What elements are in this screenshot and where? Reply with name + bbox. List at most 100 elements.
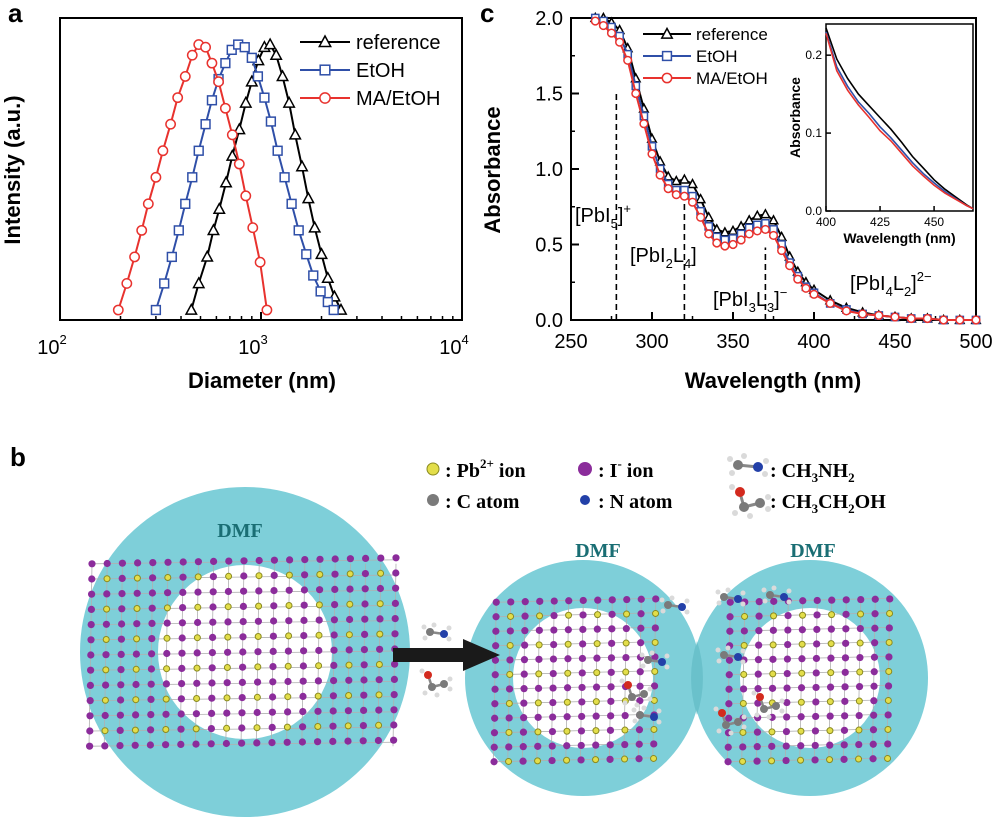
data-point (712, 238, 722, 248)
iodide-ion (563, 684, 572, 692)
dmf-label-middle: DMF (575, 540, 621, 562)
iodide-ion (210, 557, 218, 565)
iodide-ion (536, 597, 544, 605)
iodide-ion (177, 695, 185, 703)
iodide-ion (149, 559, 157, 567)
methylamine-molecule (639, 650, 670, 670)
panel-label-b: b (10, 442, 26, 472)
iodide-ion (375, 706, 383, 714)
data-point (206, 57, 218, 69)
pb-ion (622, 668, 630, 676)
pb-ion (254, 663, 262, 671)
iodide-ion (563, 713, 571, 721)
data-point (703, 211, 715, 222)
iodide-ion (635, 755, 643, 763)
iodide-legend-icon (578, 462, 592, 476)
legend-label: MA/EtOH (696, 69, 768, 88)
iodide-ion (535, 655, 543, 663)
iodide-ion (239, 633, 247, 641)
iodide-ion (490, 758, 498, 766)
pb-ion (855, 697, 863, 705)
pb-ion (768, 757, 776, 765)
pb-ion (345, 661, 353, 669)
iodide-ion (224, 648, 232, 656)
iodide-ion (535, 626, 543, 634)
data-point (647, 149, 657, 159)
iodide-ion (783, 669, 791, 678)
iodide-ion (608, 610, 616, 618)
data-point (226, 129, 238, 141)
inset-x-tick-label: 400 (816, 215, 836, 229)
data-point (670, 175, 682, 186)
iodide-ion (841, 683, 849, 691)
data-point (679, 191, 689, 201)
iodide-ion (755, 641, 763, 649)
pb-ion (797, 698, 805, 706)
pb-ion (826, 756, 834, 764)
iodide-ion (754, 699, 762, 707)
pb-ion (623, 610, 631, 618)
iodide-ion (769, 655, 777, 663)
legend-entry-a-2: MA/EtOH (300, 88, 440, 110)
iodide-ion (606, 755, 614, 763)
data-point (157, 145, 169, 157)
pb-ion (564, 640, 572, 648)
iodide-ion (298, 738, 306, 746)
iodide-ion (549, 655, 558, 663)
iodide-ion (238, 709, 246, 717)
data-point (598, 20, 608, 31)
iodide-ion (148, 604, 156, 612)
iodide-ion (842, 596, 850, 604)
pb-ion (563, 756, 571, 764)
iodide-ion (521, 598, 529, 606)
pb-ion (285, 632, 293, 640)
iodide-ion (491, 714, 499, 722)
iodide-ion (178, 619, 186, 627)
data-point (293, 225, 304, 236)
iodide-ion (268, 739, 276, 747)
series-a-2 (112, 39, 273, 316)
perovskite-lattice-left (86, 554, 400, 750)
legend-label: reference (696, 25, 768, 44)
iodide-ion (621, 740, 629, 749)
iodide-ion (374, 736, 382, 745)
iodide-ion (269, 647, 277, 655)
iodide-ion (884, 682, 893, 690)
iodide-ion (147, 726, 155, 734)
c-atom-legend: : C atom (445, 491, 520, 513)
pb-ion (534, 699, 542, 707)
iodide-ion (506, 656, 514, 664)
iodide-ion (637, 624, 645, 632)
y-tick-label-c: 1.0 (535, 159, 563, 181)
iodide-ion (163, 619, 171, 627)
pb-ion (857, 610, 865, 618)
data-point (760, 224, 770, 234)
data-point (704, 229, 714, 239)
iodide-ion (208, 709, 216, 717)
pb-ion (885, 667, 893, 675)
data-point (172, 92, 184, 104)
pb-ion (375, 691, 383, 699)
iodide-ion (492, 598, 500, 606)
iodide-ion (856, 653, 864, 662)
data-point (752, 226, 762, 236)
iodide-ion (739, 743, 747, 751)
pb-ion (164, 574, 172, 581)
iodide-ion (163, 649, 171, 658)
iodide-ion (162, 680, 170, 688)
iodide-ion (549, 698, 557, 707)
data-point (166, 251, 177, 263)
iodide-ion (131, 741, 139, 749)
iodide-ion (492, 642, 500, 650)
pb-ion (102, 666, 110, 674)
iodide-ion (579, 640, 587, 648)
data-point (793, 274, 803, 284)
pb-ion (315, 601, 323, 609)
data-point (308, 220, 322, 233)
pb-ion (884, 725, 892, 733)
iodide-ion (520, 670, 528, 678)
pb-ion (505, 757, 513, 765)
iodide-ion (798, 626, 806, 634)
iodide-ion (827, 625, 835, 633)
dmf-label-right: DMF (790, 540, 836, 562)
